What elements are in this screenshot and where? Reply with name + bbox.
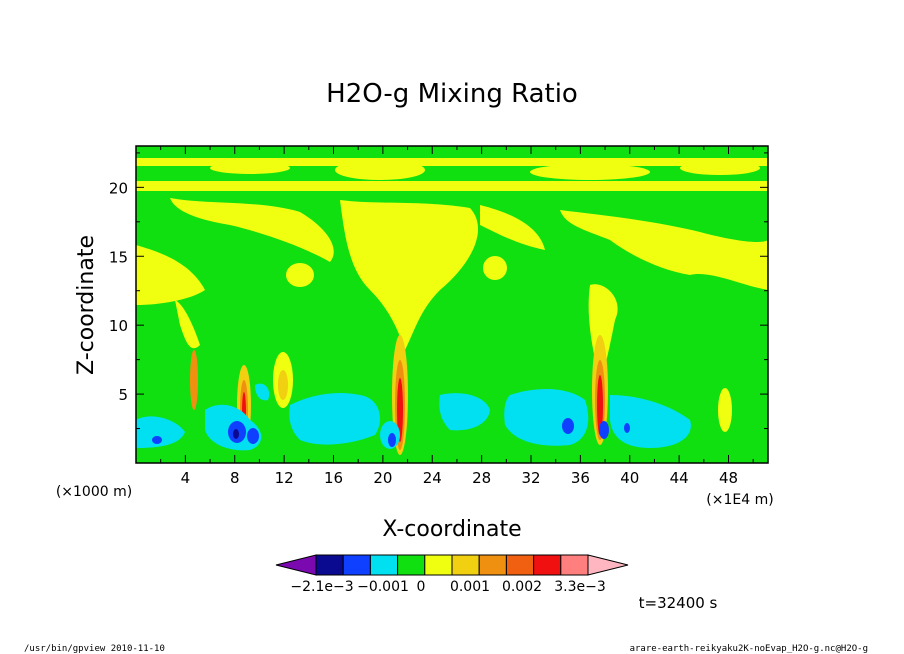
y-axis-ticks: 5 10 15 20 xyxy=(109,152,768,430)
time-label: t=32400 s xyxy=(639,594,718,612)
colorbar-label: 0 xyxy=(417,579,426,595)
plot-frame xyxy=(135,145,769,464)
colorbar-cell xyxy=(451,554,480,576)
colorbar-cell xyxy=(369,554,399,576)
field-blue-pockets xyxy=(152,418,630,447)
x-tick-label: 36 xyxy=(571,469,590,487)
colorbar-label: 0.002 xyxy=(502,579,542,595)
x-tick-label: 40 xyxy=(620,469,639,487)
colorbar-cell xyxy=(478,554,507,576)
y-tick-label: 15 xyxy=(109,248,128,266)
colorbar-low-arrow xyxy=(275,554,317,576)
footer-right: arare-earth-reikyaku2K-noEvap_H2O-g.nc@H… xyxy=(630,644,868,654)
colorbar-cell xyxy=(424,554,453,576)
colorbar-label: 0.001 xyxy=(450,579,490,595)
colorbar: −2.1e−3 −0.001 0 0.001 0.002 3.3e−3 xyxy=(275,554,629,595)
x-tick-label: 48 xyxy=(719,469,738,487)
colorbar-cell xyxy=(505,554,535,576)
x-tick-label: 4 xyxy=(181,469,191,487)
colorbar-label: 3.3e−3 xyxy=(554,579,606,595)
colorbar-cell xyxy=(315,554,344,576)
colorbar-cell xyxy=(560,554,589,576)
colorbar-label: −0.001 xyxy=(357,579,409,595)
x-tick-label: 8 xyxy=(230,469,240,487)
colorbar-high-arrow xyxy=(587,554,629,576)
colorbar-cell xyxy=(342,554,371,576)
x-tick-label: 20 xyxy=(373,469,392,487)
colorbar-label: −2.1e−3 xyxy=(290,579,353,595)
x-axis-ticks: 4 8 12 16 20 24 28 32 36 40 44 48 xyxy=(160,146,754,487)
y-tick-label: 20 xyxy=(109,179,128,197)
x-tick-label: 32 xyxy=(521,469,540,487)
colorbar-cell xyxy=(397,554,426,576)
field-top-band xyxy=(136,158,768,191)
x-tick-label: 16 xyxy=(324,469,343,487)
x-tick-label: 28 xyxy=(472,469,491,487)
footer-left: /usr/bin/gpview 2010-11-10 xyxy=(24,644,165,654)
x-unit-left: (×1000 m) xyxy=(56,484,132,500)
x-unit-right: (×1E4 m) xyxy=(706,492,773,508)
x-tick-label: 44 xyxy=(670,469,689,487)
x-tick-label: 12 xyxy=(275,469,294,487)
y-tick-label: 10 xyxy=(109,317,128,335)
field-yellow-regions xyxy=(136,198,768,432)
y-tick-label: 5 xyxy=(118,386,128,404)
chart-title: H2O-g Mixing Ratio xyxy=(326,79,578,109)
x-tick-label: 24 xyxy=(423,469,442,487)
y-axis-label: Z-coordinate xyxy=(74,235,99,375)
x-axis-label: X-coordinate xyxy=(382,517,521,542)
colorbar-cell xyxy=(533,554,562,576)
